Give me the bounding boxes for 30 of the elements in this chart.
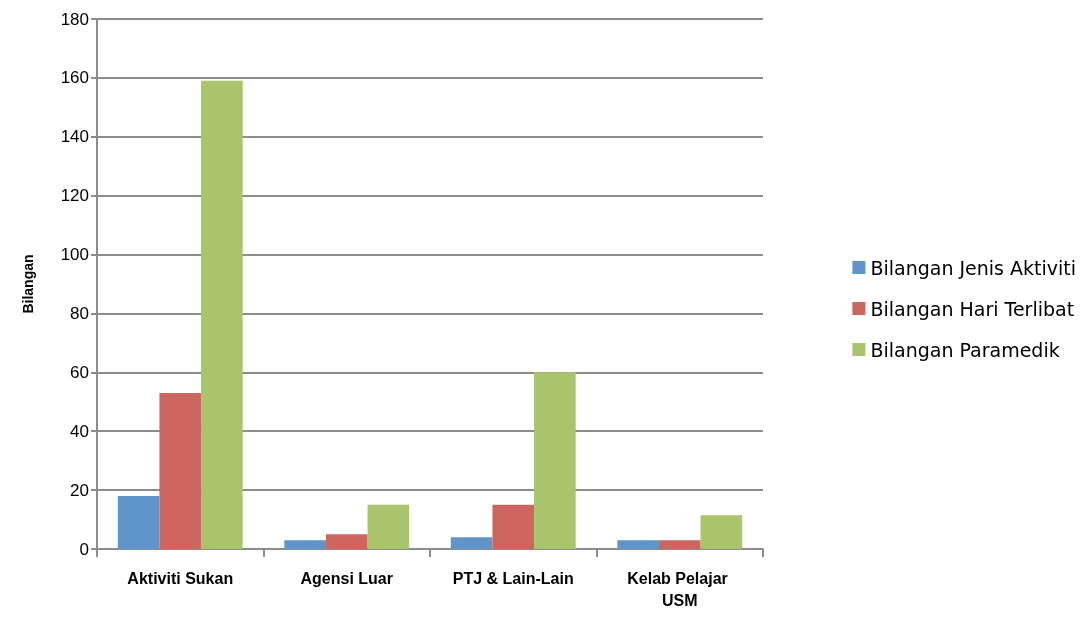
bar	[325, 534, 368, 549]
y-tick-label: 60	[70, 362, 89, 382]
y-tick-label: 180	[60, 9, 89, 29]
bar	[450, 537, 493, 549]
legend-label: Bilangan Jenis Aktiviti	[870, 256, 1077, 279]
bar	[159, 392, 202, 549]
legend-label: Bilangan Hari Terlibat	[870, 297, 1075, 320]
legend-label: Bilangan Paramedik	[870, 338, 1060, 361]
y-axis-title: Bilangan	[20, 254, 36, 314]
y-tick-label: 160	[60, 68, 89, 88]
bar	[658, 540, 701, 549]
x-tick-label: Agensi Luar	[300, 569, 393, 587]
bar	[534, 372, 576, 549]
bar	[367, 504, 410, 549]
bar	[492, 504, 535, 549]
y-tick-label: 80	[70, 303, 89, 323]
x-tick-label: Aktiviti Sukan	[127, 569, 234, 587]
y-tick-label: 120	[60, 186, 89, 206]
bar	[700, 515, 743, 549]
bar	[617, 540, 659, 549]
y-tick-label: 140	[60, 127, 89, 147]
bar	[117, 496, 160, 549]
y-tick-label: 0	[79, 539, 89, 559]
y-tick-label: 40	[70, 421, 89, 441]
y-tick-label: 20	[70, 480, 89, 500]
y-tick-label: 100	[60, 245, 89, 265]
x-tick-label: PTJ & Lain-Lain	[452, 569, 574, 587]
bar	[284, 540, 326, 549]
x-tick-label: Kelab Pelajar USM	[627, 569, 733, 609]
bar	[201, 80, 243, 549]
